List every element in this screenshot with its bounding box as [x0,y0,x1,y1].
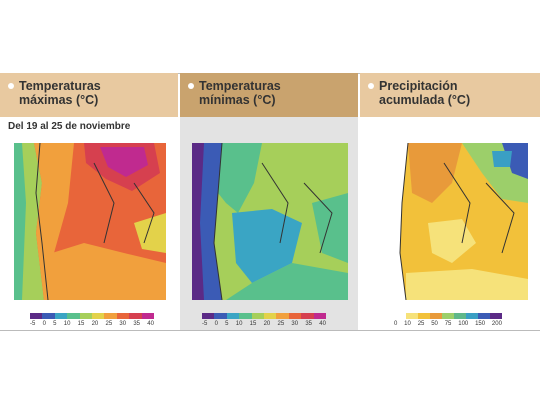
precip-map [372,143,528,300]
panel-title-line1: Temperaturas [188,79,350,93]
legend-tick-label: -5 [30,321,36,327]
legend-swatch [430,313,442,319]
legend-tick-label: 5 [53,321,57,327]
legend-swatch [276,313,289,319]
panel-precip: Precipitación acumulada (°C) 0 10 25 50 75 10… [360,73,540,330]
panel-header: Temperaturas mínimas (°C) [180,73,358,117]
legend-swatch [251,313,264,319]
legend-swatch [202,313,215,319]
legend-tick-label: 15 [249,321,257,327]
legend-tick-label: 100 [458,321,469,327]
panel-header: Precipitación acumulada (°C) [360,73,540,117]
legend-tick-label: 35 [133,321,141,327]
bullet-icon [8,82,14,89]
legend-swatch [313,313,326,319]
legend-ticks: 0 10 25 50 75 100 150 200 [394,321,502,327]
legend-bar [394,313,502,319]
date-range: Del 19 al 25 de noviembre [8,121,131,132]
legend-swatch [478,313,490,319]
legend-swatch [454,313,466,319]
legend-tick-label: 40 [319,321,326,327]
min-temp-map [192,143,348,300]
legend-swatch [42,313,55,319]
legend-swatch [54,313,68,319]
legend-swatch [466,313,478,319]
legend-swatch [116,313,130,319]
legend-swatch [301,313,314,319]
legend-swatch [129,313,142,319]
max-temp-map [14,143,166,300]
legend-swatch [442,313,454,319]
legend-tick-label: 0 [394,321,398,327]
legend-swatch [394,313,406,319]
legend-swatch [30,313,43,319]
legend-tick-label: 25 [417,321,425,327]
legend-ticks: -5 0 5 10 15 20 25 30 35 40 [30,321,154,327]
legend-swatch [263,313,277,319]
legend-tick-label: 15 [77,321,85,327]
legend-swatch [490,313,502,319]
legend-tick-label: -5 [202,321,208,327]
panel-title-line2: acumulada (°C) [379,93,471,107]
panel-title-line1: Temperaturas [8,79,170,93]
legend-swatch [239,313,252,319]
legend-tick-label: 25 [277,321,285,327]
legend-tick-label: 20 [263,321,271,327]
legend-swatch [91,313,105,319]
panel-min-temp: Temperaturas mínimas (°C) -5 0 5 10 15 20 25 30… [180,73,358,330]
panel-title-line1: Precipitación [368,79,532,93]
panel-title-line2: máximas (°C) [19,93,99,107]
legend-tick-label: 5 [225,321,229,327]
panel-max-temp: Temperaturas máximas (°C) Del 19 al 25 d… [0,73,178,330]
legend-tick-label: 0 [42,321,46,327]
bullet-icon [368,82,374,89]
legend-tick-label: 150 [475,321,486,327]
legend-swatch [141,313,154,319]
legend-tick-label: 0 [214,321,218,327]
legend-tick-label: 35 [305,321,313,327]
legend-bar [202,313,326,319]
legend-tick-label: 200 [491,321,502,327]
legend-tick-label: 10 [63,321,71,327]
legend-swatch [418,313,430,319]
legend-swatch [79,313,92,319]
legend-swatch [67,313,80,319]
legend-swatch [406,313,418,319]
legend-tick-label: 30 [119,321,127,327]
legend-tick-label: 40 [147,321,154,327]
legend-tick-label: 25 [105,321,113,327]
legend-tick-label: 20 [91,321,99,327]
panel-header: Temperaturas máximas (°C) [0,73,178,117]
legend-swatch [288,313,302,319]
legend-tick-label: 75 [444,321,452,327]
legend-tick-label: 10 [404,321,411,327]
legend-tick-label: 30 [291,321,299,327]
bullet-icon [188,82,194,89]
legend-bar [30,313,154,319]
legend-ticks: -5 0 5 10 15 20 25 30 35 40 [202,321,326,327]
legend-tick-label: 50 [431,321,438,327]
legend-tick-label: 10 [235,321,243,327]
legend-swatch [226,313,240,319]
legend-swatch [214,313,227,319]
panel-title-line2: mínimas (°C) [199,93,276,107]
legend-swatch [104,313,117,319]
